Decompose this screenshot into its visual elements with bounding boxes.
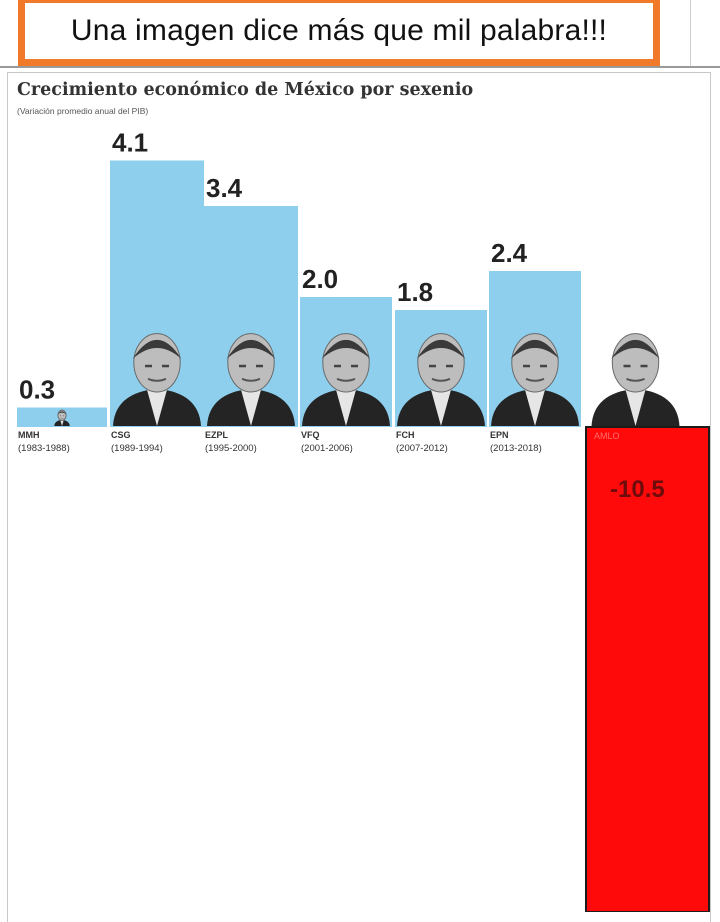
period-label-csg: (1989-1994): [111, 443, 163, 454]
category-label-vfq: VFQ: [301, 430, 320, 440]
value-label-mmh: 0.3: [19, 375, 55, 405]
period-label-fch: (2007-2012): [396, 443, 448, 454]
category-label-fch: FCH: [396, 430, 415, 440]
value-label-ezpl: 3.4: [206, 173, 243, 203]
period-label-ezpl: (1995-2000): [205, 443, 257, 454]
period-label-vfq: (2001-2006): [301, 443, 353, 454]
category-label-csg: CSG: [111, 430, 131, 440]
category-label-amlo: AMLO: [594, 431, 620, 441]
value-label-vfq: 2.0: [302, 264, 338, 294]
category-label-mmh: MMH: [18, 430, 40, 440]
period-label-mmh: (1983-1988): [18, 443, 70, 454]
category-label-epn: EPN: [490, 430, 509, 440]
period-label-epn: (2013-2018): [490, 443, 542, 454]
value-label-amlo: -10.5: [610, 476, 665, 503]
value-label-epn: 2.4: [491, 238, 528, 268]
category-label-ezpl: EZPL: [205, 430, 229, 440]
value-label-csg: 4.1: [112, 128, 148, 158]
value-label-fch: 1.8: [397, 277, 433, 307]
portrait-amlo: [592, 334, 680, 426]
